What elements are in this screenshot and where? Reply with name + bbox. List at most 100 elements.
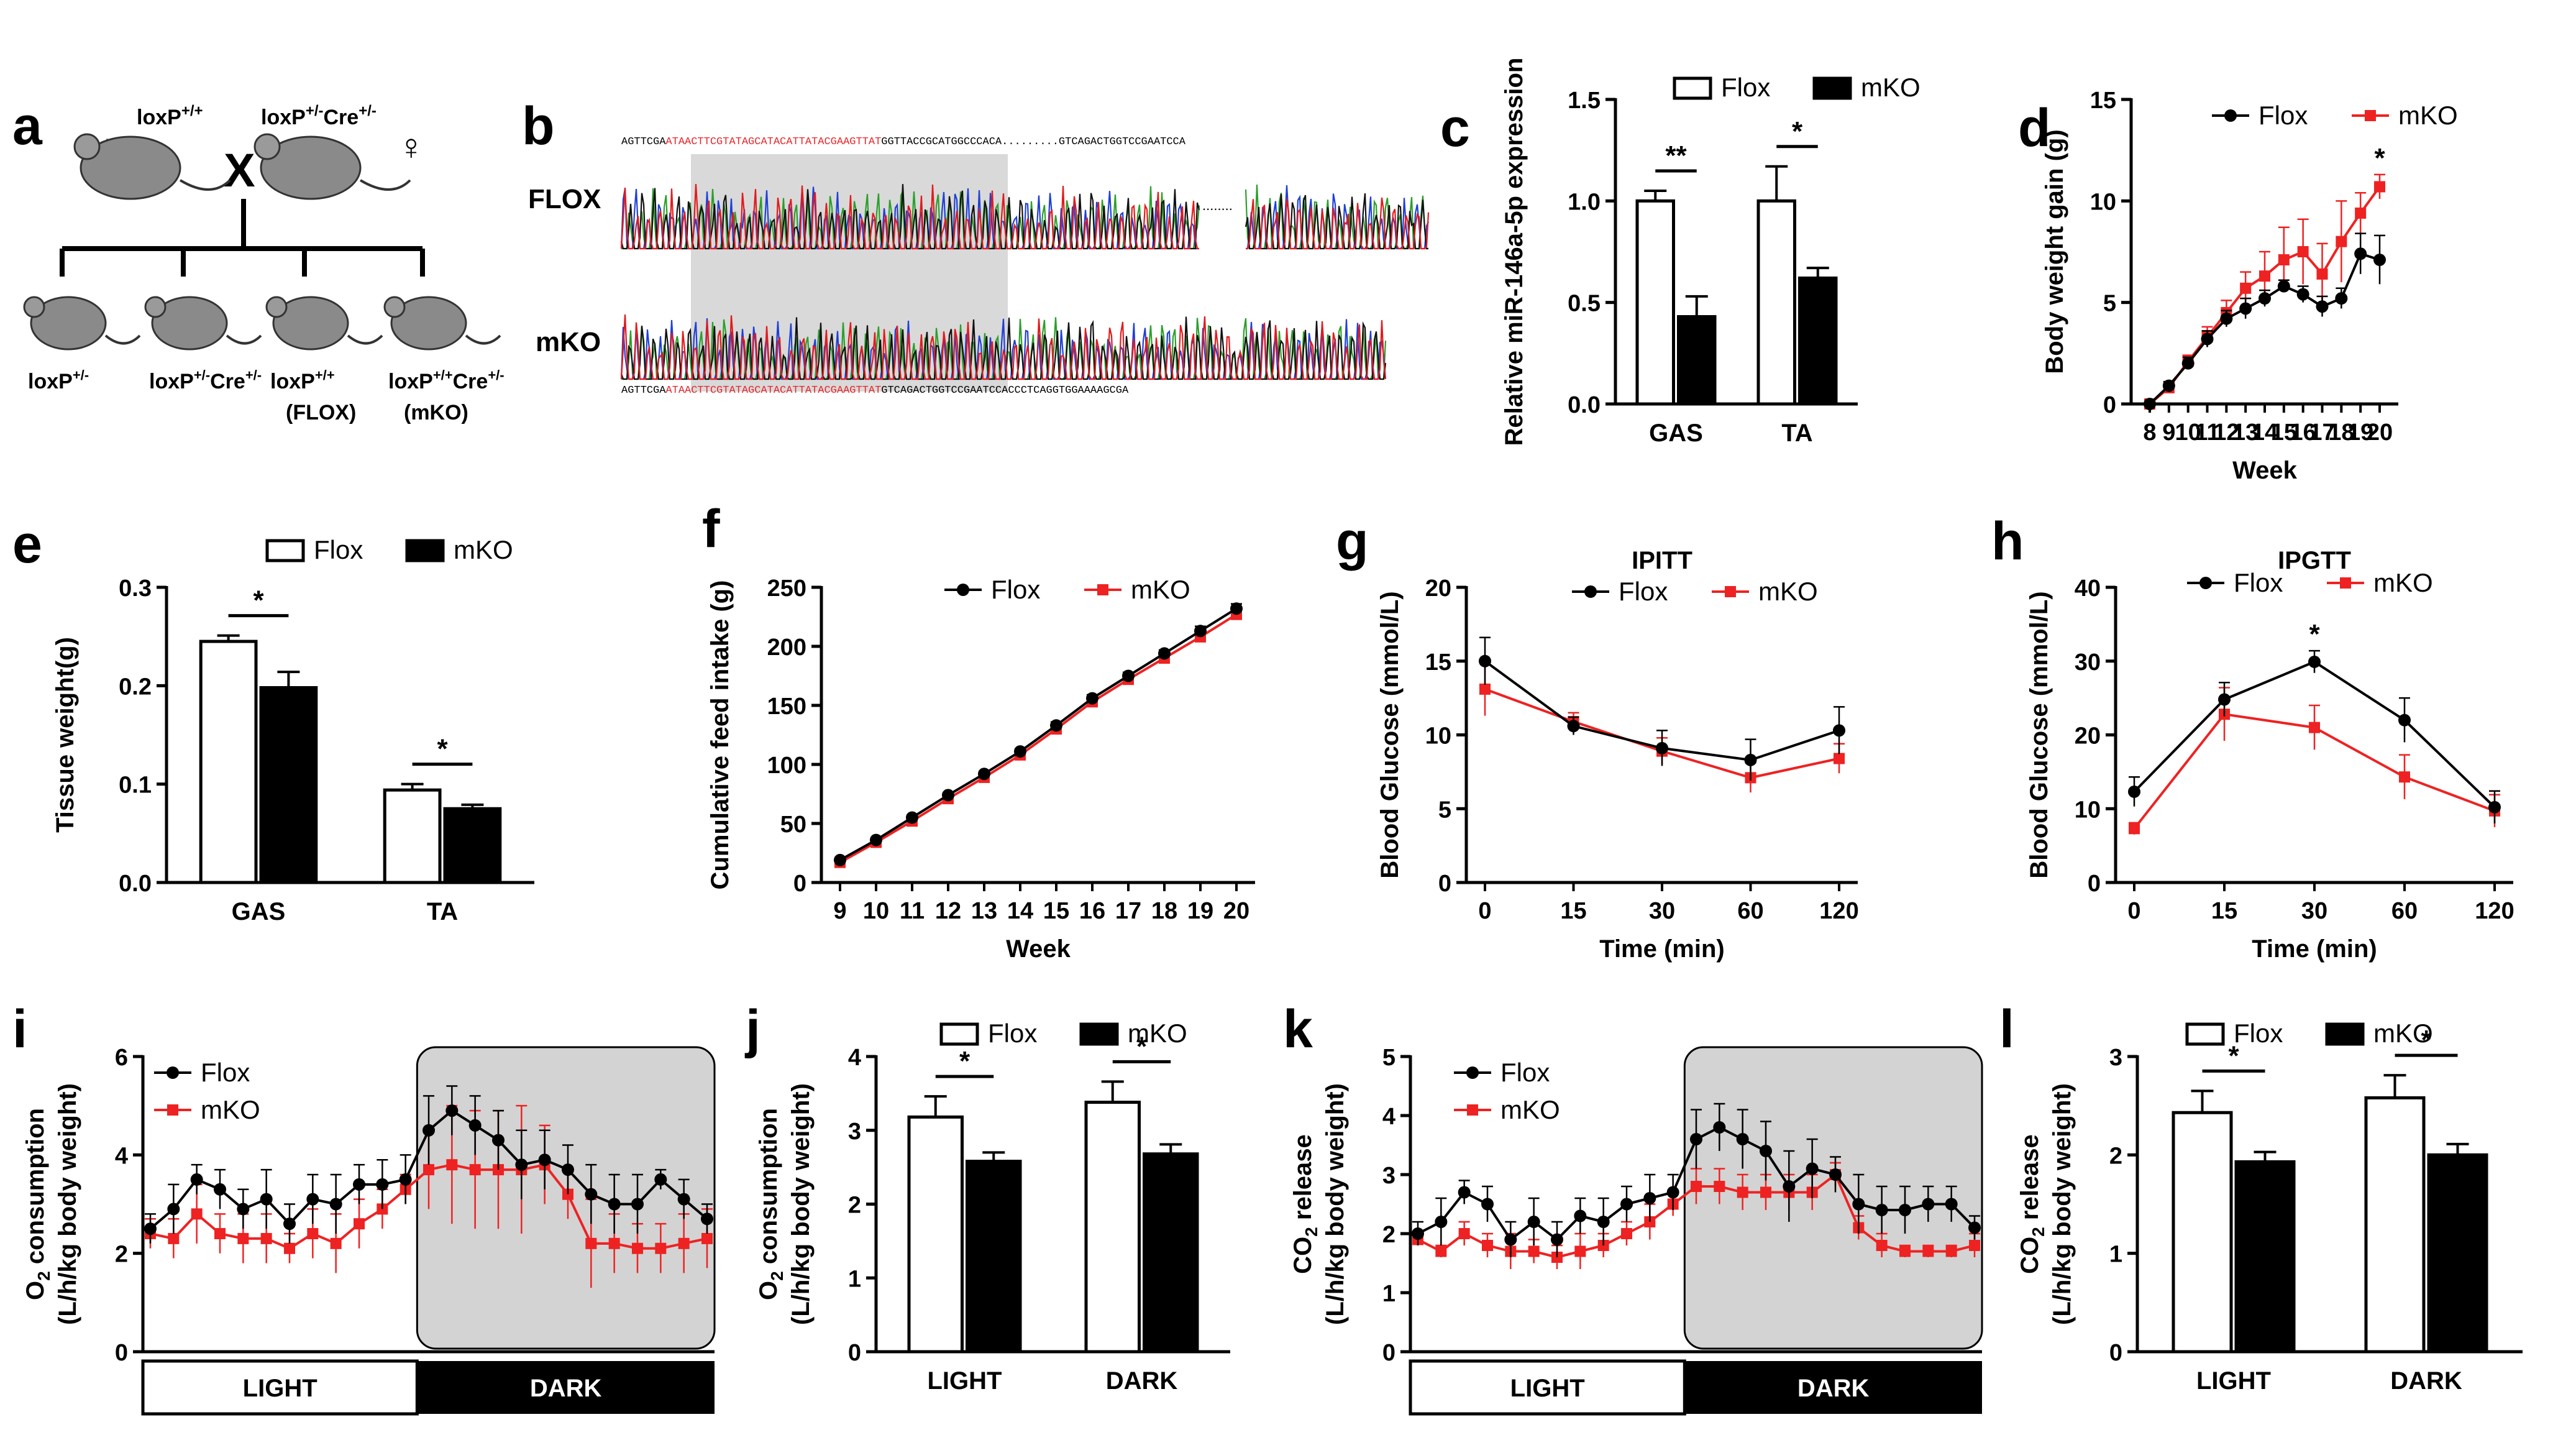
y-tick-label: 15 [1425,649,1451,676]
mko-point [2316,268,2328,280]
panel-letter-h: h [1991,511,2024,571]
flox-point [2220,312,2233,325]
mouse-tail-shape [347,334,383,345]
legend-swatch-flox [1673,76,1712,100]
flox-point [870,833,882,846]
flox-bar [199,640,258,884]
gap-dots: ........ [1202,198,1233,213]
y-tick-label: 0.2 [119,674,152,700]
mko-bar [1143,1152,1199,1354]
x-tick-label: 18 [1151,898,1177,924]
chromatogram-trace [1245,193,1428,250]
legend-label-mko: mKO [1131,575,1190,604]
offspring-row: loxP+/- loxP+/-Cre+/- loxP+/+(FLOX)loxP+/+… [23,296,505,424]
y-axis-label: O2 consumption [22,1108,53,1300]
dark-period-bar [417,1361,715,1414]
legend-label-flox: Flox [1500,1058,1550,1087]
offspring-line-label: (FLOX) [286,401,356,424]
x-tick-label: 8 [2143,419,2156,446]
chart-panels: c 0.0 0.5 1.0 1.5 Relative miR-146a-5p expres… [12,58,2523,1416]
y-label-rest: release [2016,1134,2044,1227]
parent-mouse-left [73,133,231,200]
mko-bar [1677,315,1717,406]
flox-point [538,1153,551,1167]
mko-point [469,1164,481,1176]
genotype-cre-allele: +/- [488,367,504,383]
flox-point [2239,302,2252,315]
genotype-allele: +/- [73,367,89,383]
x-tick-label: 17 [1115,898,1141,924]
x-tick-label: 20 [2367,419,2393,446]
flox-point [942,789,954,802]
flox-point [1713,1121,1726,1134]
x-category-label: GAS [1649,419,1703,447]
flox-point [1504,1233,1517,1246]
flox-point [2373,254,2386,267]
x-tick-label: 16 [2290,419,2316,446]
flox-point [237,1203,250,1216]
mko-bar [966,1160,1022,1354]
flox-point [144,1222,157,1236]
panel-letter-g: g [1336,511,1369,571]
flox-point [1479,654,1491,667]
offspring-genotype-label: loxP+/-Cre+/- [149,367,262,393]
flox-point [1899,1204,1911,1216]
x-tick-label: 14 [1007,898,1033,924]
flox-point [2488,800,2501,814]
x-tick-label: 11 [2195,419,2219,446]
mko-point [678,1237,690,1249]
x-tick-label: 0 [2127,898,2140,924]
chart-panel-c: c 0.0 0.5 1.0 1.5 Relative miR-146a-5p expres… [1440,58,1921,447]
flox-point [1806,1162,1819,1175]
legend-swatch-mko [2325,1022,2365,1046]
mouse-icon [272,296,349,351]
flox-point [468,1119,482,1132]
x-tick-label: 60 [1737,898,1763,924]
flox-point [631,1198,644,1211]
mko-point [655,1242,667,1254]
pedigree-lines [60,199,425,277]
offspring-genotype-label: loxP+/- [28,367,89,393]
legend-label-mko: mKO [2373,1019,2433,1048]
offspring-mouse-2: loxP+/-Cre+/- [144,296,262,393]
mko-point [1479,683,1491,695]
significance-star: * [2228,1040,2239,1071]
dark-period-bar [1684,1361,1982,1414]
x-category-label: TA [427,898,458,925]
flox-point [677,1193,690,1206]
chart-title: IPGTT [2278,547,2351,574]
flox-point [2218,693,2231,706]
y-axis-label: CO2 release [1289,1134,1321,1274]
mouse-icon [80,135,181,200]
mouse-icon [30,296,107,351]
offspring-mouse-3: loxP+/+ (FLOX) [265,296,383,424]
chromatograms [620,184,1430,380]
mko-point [1922,1245,1934,1257]
y-tick-label: 3 [2109,1045,2122,1071]
legend-label-mko: mKO [1861,73,1921,102]
flox-point [2308,655,2321,668]
flox-point [1086,692,1098,705]
cross-symbol: X [224,144,255,197]
legend-marker-flox [1584,585,1597,598]
y-label-main: O [755,1281,782,1300]
flox-point [701,1213,713,1226]
dark-period-label: DARK [530,1375,602,1402]
flox-point [1597,1216,1610,1228]
chromatogram-trace [620,184,1200,250]
flox-point [2354,247,2367,260]
x-tick-label: 17 [2309,419,2335,446]
y-tick-label: 5 [1438,797,1451,823]
legend-label-mko: mKO [1758,577,1818,606]
mko-point [2336,236,2347,247]
legend-label-mko: mKO [2398,101,2458,130]
significance-star: * [2309,619,2320,649]
flox-point [376,1178,389,1191]
y-tick-label: 10 [2090,189,2116,215]
panel-letter-c: c [1440,98,1470,158]
x-tick-label: 120 [1819,898,1858,924]
y-axis-label-units: (L/h/kg body weight) [787,1083,815,1325]
legend-label-flox: Flox [201,1058,250,1087]
y-tick-label: 1 [2109,1242,2122,1268]
mko-point [585,1237,597,1249]
